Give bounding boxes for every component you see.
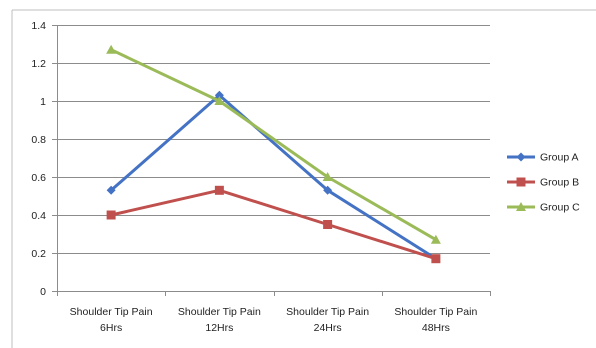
data-point-marker [323,220,333,229]
data-point-marker [106,185,116,195]
legend-entry: Group C [507,202,580,214]
series-lines [106,44,441,264]
series-line [110,93,437,260]
data-point-marker [214,185,224,195]
y-tick-label: 1 [40,96,46,108]
x-tick-label: Shoulder Tip Pain 24Hrs [286,306,369,334]
legend-marker [516,202,526,211]
data-point-marker [106,210,116,220]
y-tick-label: 0.6 [31,172,46,184]
data-point-marker [431,254,441,264]
legend-label: Group C [540,202,580,214]
legend-entry: Group A [507,152,579,164]
y-tick-label: 1.4 [31,20,46,32]
series-group-b [106,185,441,264]
x-tick-label: Shoulder Tip Pain 6Hrs [70,306,153,334]
data-point-marker [106,44,117,54]
legend-label: Group A [540,152,579,164]
axes: 0 0.2 0.4 0.6 0.8 1 1.2 1.4 Shoulder Tip Pain 6Hr… [31,20,491,334]
series-group-c [106,44,441,244]
x-tick-label: Shoulder Tip Pain 48Hrs [394,306,477,334]
data-point-marker [430,234,441,244]
legend-marker [516,177,526,187]
data-point-marker [214,90,224,100]
y-tick-label: 1.2 [31,58,46,70]
data-point-marker [214,96,225,105]
legend-label: Group B [540,177,579,189]
series-line [110,48,437,241]
legend: Group A Group B Group C [507,152,580,214]
data-point-marker [323,185,333,195]
data-point-marker [322,172,333,181]
series-line [110,188,437,261]
legend-marker [516,152,526,162]
y-tick-label: 0.2 [31,248,46,260]
y-tick-label: 0.4 [31,210,46,222]
y-tick-label: 0 [40,286,46,298]
x-tick-label: Shoulder Tip Pain 12Hrs [178,306,261,334]
y-tick-label: 0.8 [31,134,46,146]
legend-entry: Group B [507,177,579,189]
